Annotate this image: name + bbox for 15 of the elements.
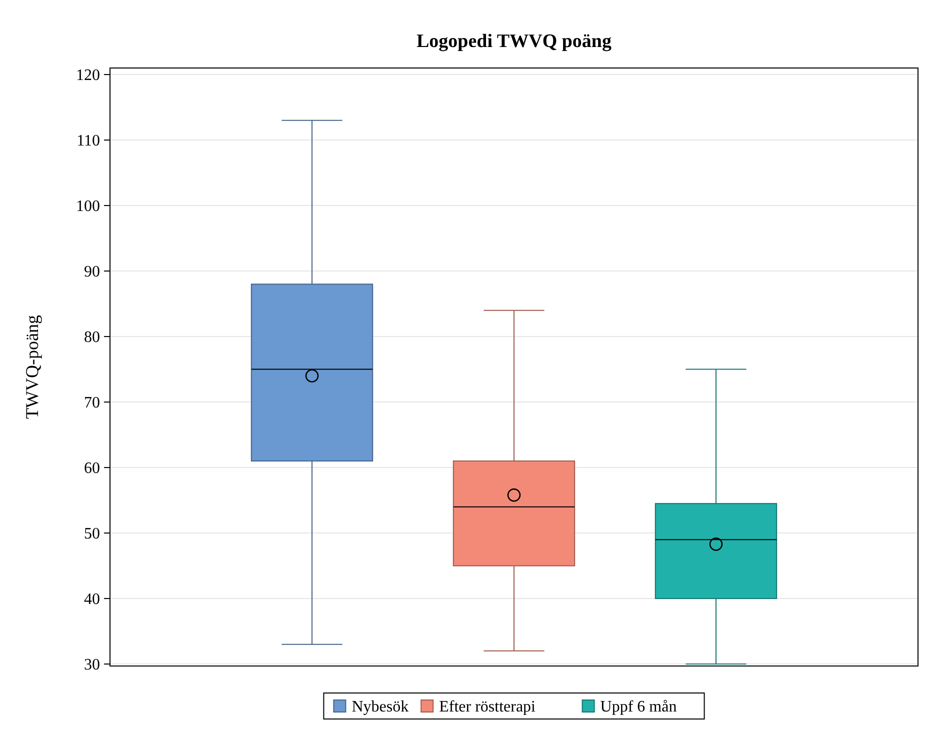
y-tick-label: 80 <box>84 329 100 346</box>
y-tick-label: 100 <box>76 198 100 216</box>
legend-label: Nybesök <box>352 698 409 716</box>
y-tick-label: 70 <box>84 394 100 412</box>
y-tick-label: 30 <box>84 656 100 674</box>
y-axis-title: TWVQ-poäng <box>22 315 42 419</box>
legend-label: Efter röstterapi <box>439 698 536 716</box>
y-tick-label: 110 <box>76 132 100 150</box>
y-tick-label: 40 <box>84 591 100 608</box>
y-tick-label: 120 <box>76 67 100 84</box>
legend-label: Uppf 6 mån <box>600 698 677 716</box>
y-tick-label: 50 <box>84 526 100 543</box>
chart-title: Logopedi TWVQ poäng <box>416 31 612 52</box>
y-tick-label: 90 <box>84 264 100 281</box>
y-tick-label: 60 <box>84 460 100 478</box>
